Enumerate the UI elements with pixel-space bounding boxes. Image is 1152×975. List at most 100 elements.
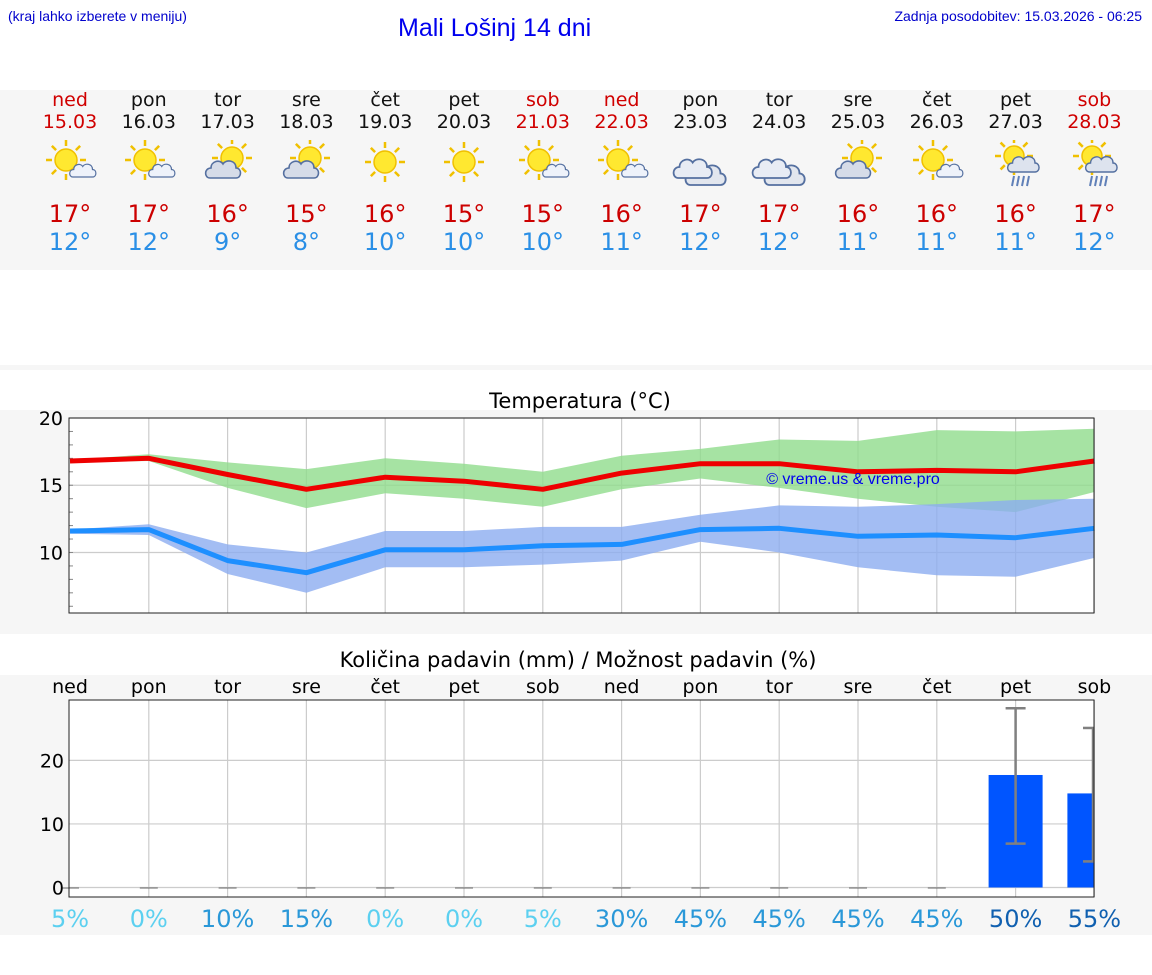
cloud-icon (673, 158, 727, 186)
max-temp-band (70, 428, 1095, 513)
max-temp: 16° (915, 200, 959, 228)
min-temp: 9° (213, 228, 242, 256)
precip-plot-area (69, 700, 1094, 897)
precip-probability: 0% (445, 905, 483, 933)
day-name: tor (214, 89, 242, 111)
day-column: pon 16.03 17° 12° (109, 90, 189, 256)
temp-chart-title: Temperatura (°C) (488, 389, 671, 413)
precip-day-label: pet (448, 676, 479, 698)
precip-y-tick-label: 0 (52, 877, 64, 899)
precip-probability: 5% (524, 905, 562, 933)
min-temp: 10° (363, 228, 407, 256)
precip-chart-title: Količina padavin (mm) / Možnost padavin … (340, 648, 817, 672)
precip-day-label: tor (766, 676, 793, 698)
day-date: 28.03 (1067, 111, 1122, 133)
day-column: tor 24.03 17° 12° (739, 90, 819, 256)
day-date: 22.03 (594, 111, 649, 133)
day-name: sre (843, 89, 873, 111)
day-date: 19.03 (357, 111, 413, 133)
day-column: pon 23.03 17° 12° (660, 90, 740, 256)
min-temp: 12° (1073, 228, 1116, 256)
precip-probability: 55% (1068, 905, 1121, 933)
precip-probability: 50% (989, 905, 1042, 933)
sun-cloud-icon (912, 140, 964, 180)
max-temp: 17° (1073, 200, 1116, 228)
day-name: čet (922, 89, 952, 111)
day-date: 23.03 (673, 111, 728, 133)
min-temp: 12° (48, 228, 92, 256)
min-temp: 11° (600, 228, 643, 256)
precip-probability: 10% (201, 905, 254, 933)
max-temp: 16° (363, 200, 407, 228)
day-column: sre 18.03 15° 8° (266, 90, 346, 256)
precip-y-tick-label: 20 (40, 750, 64, 772)
max-temp: 17° (127, 200, 171, 228)
precip-probability: 0% (366, 905, 404, 933)
day-column: ned 15.03 17° 12° (30, 90, 110, 256)
precip-day-label: ned (52, 676, 88, 698)
watermark: © vreme.us & vreme.pro (766, 471, 940, 488)
min-temp-line (69, 525, 1095, 576)
temp-plot-frame (68, 417, 1095, 614)
location-hint: (kraj lahko izberete v meniju) (8, 8, 187, 24)
precip-probability: 45% (910, 905, 963, 933)
min-temp: 11° (836, 228, 880, 256)
day-date: 21.03 (515, 111, 570, 133)
day-name: sre (291, 89, 321, 111)
day-column: sob 21.03 15° 10° (503, 90, 583, 256)
min-temp: 12° (127, 228, 171, 256)
last-update: Zadnja posodobitev: 15.03.2026 - 06:25 (894, 8, 1142, 24)
sun-cloud-icon (124, 140, 176, 180)
max-temp: 16° (206, 200, 249, 228)
max-temp-line (69, 455, 1095, 492)
page-title: Mali Lošinj 14 dni (398, 14, 592, 42)
divider (0, 365, 1152, 370)
sun-cloud-icon (518, 140, 570, 180)
max-temp: 15° (285, 200, 328, 228)
charts: Temperatura (°C) © vreme.us & vreme.pro 10… (0, 389, 1152, 935)
day-column: tor 17.03 16° 9° (188, 90, 268, 256)
day-column: sre 25.03 16° 11° (818, 90, 898, 256)
day-column: sob 28.03 17° 12° (1054, 90, 1134, 256)
sun-big-cloud-icon (204, 140, 252, 179)
temp-y-tick-label: 10 (39, 542, 63, 564)
min-temp: 10° (521, 228, 565, 256)
max-temp: 15° (442, 200, 486, 228)
precip-plot-frame (68, 699, 1095, 898)
precip-day-label: čet (922, 676, 952, 698)
day-name: ned (52, 89, 88, 111)
precip-probability: 15% (280, 905, 333, 933)
max-temp: 17° (757, 200, 801, 228)
precip-probability: 30% (595, 905, 648, 933)
precip-day-label: sre (292, 676, 321, 698)
max-temp: 15° (521, 200, 565, 228)
max-temp: 16° (994, 200, 1037, 228)
precip-probability: 0% (130, 905, 168, 933)
day-name: pon (682, 89, 719, 111)
precip-day-label: tor (214, 676, 241, 698)
precip-y-tick-label: 10 (40, 814, 64, 836)
max-temp: 16° (600, 200, 643, 228)
min-temp: 11° (915, 228, 959, 256)
min-temp: 12° (679, 228, 722, 256)
day-date: 20.03 (436, 111, 492, 133)
day-date: 16.03 (121, 111, 176, 133)
day-date: 18.03 (279, 111, 334, 133)
min-temp: 11° (994, 228, 1037, 256)
precip-day-label: sob (526, 676, 560, 698)
forecast-strip (0, 90, 1152, 270)
day-name: tor (765, 89, 793, 111)
precip-day-label: ned (604, 676, 640, 698)
temp-y-tick-label: 15 (39, 475, 63, 497)
min-temp: 12° (757, 228, 801, 256)
day-name: pet (448, 89, 480, 111)
day-column: pet 20.03 15° 10° (424, 90, 504, 256)
precip-day-label: čet (370, 676, 400, 698)
precip-day-label: sre (844, 676, 873, 698)
day-date: 15.03 (42, 111, 98, 133)
sun-cloud-icon (46, 140, 97, 180)
min-temp: 10° (442, 228, 486, 256)
day-column: čet 19.03 16° 10° (345, 90, 425, 256)
precip-day-label: sob (1078, 676, 1112, 698)
cloud-icon (751, 158, 806, 186)
